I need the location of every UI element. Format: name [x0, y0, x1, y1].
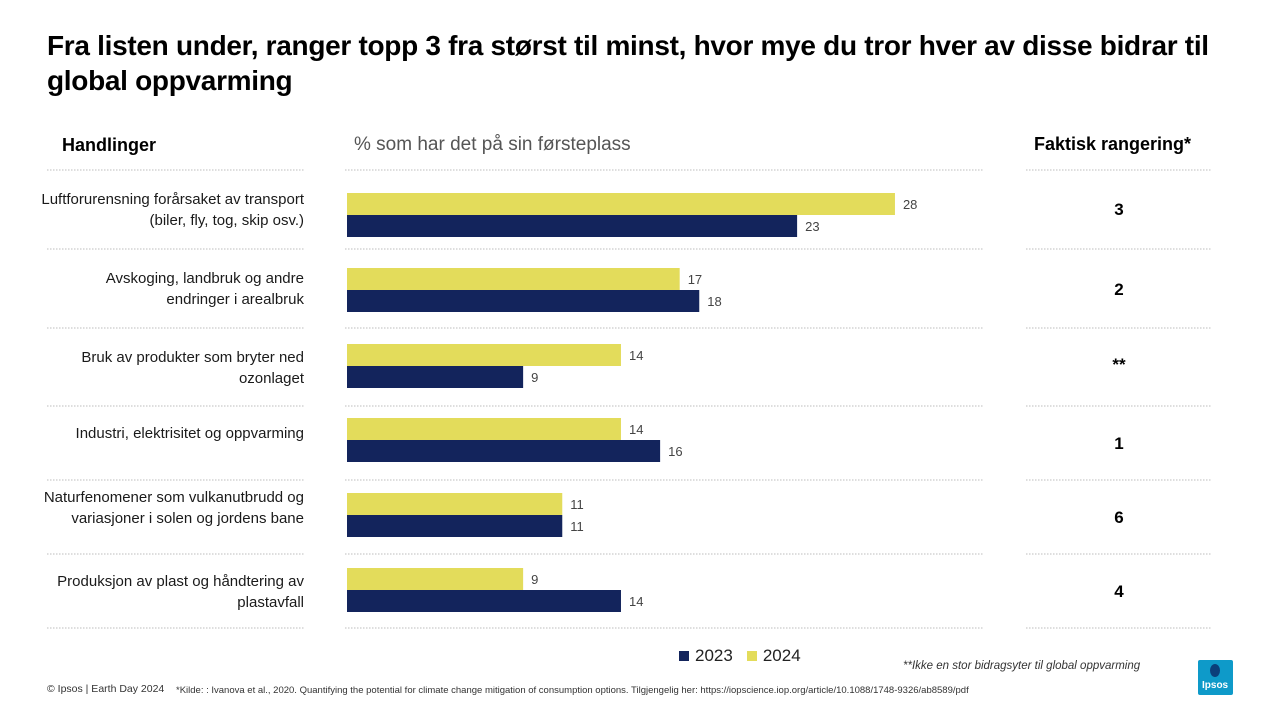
row-label-natural: Naturfenomener som vulkanutbrudd og vari… [43, 489, 304, 527]
bar-2023 [347, 440, 661, 462]
column-header-percent: % som har det på sin førsteplass [354, 134, 631, 155]
row-label-deforestation: Avskoging, landbruk og andre endringer i… [105, 270, 304, 308]
legend-item-2023: 2023 [679, 646, 733, 666]
row-label-industry: Industri, elektrisitet og oppvarming [75, 425, 304, 442]
data-label-2024: 28 [903, 197, 917, 212]
row-label-transport: Luftforurensning forårsaket av transport… [41, 191, 304, 229]
bar-2023 [347, 515, 563, 537]
data-label-2023: 18 [707, 294, 721, 309]
bar-2023 [347, 590, 621, 612]
data-label-2023: 9 [531, 370, 538, 385]
data-label-2024: 14 [629, 348, 643, 363]
data-label-2023: 23 [805, 219, 819, 234]
bar-2024 [347, 268, 680, 290]
legend-swatch-2023 [679, 651, 689, 661]
rank-deforestation: 2 [1114, 280, 1124, 299]
legend: 2023 2024 [679, 646, 815, 666]
bar-2024 [347, 193, 895, 215]
bar-2024 [347, 344, 621, 366]
rank-ozone: ** [1112, 355, 1126, 374]
data-label-2024: 17 [688, 272, 702, 287]
legend-swatch-2024 [746, 651, 757, 661]
rank-industry: 1 [1114, 434, 1124, 453]
data-label-2023: 16 [668, 444, 682, 459]
bar-2024 [347, 568, 524, 590]
column-header-rank: Faktisk rangering* [1034, 134, 1192, 154]
logo-text: Ipsos [1202, 680, 1229, 691]
data-label-2024: 14 [629, 422, 643, 437]
column-header-actions: Handlinger [62, 135, 157, 155]
legend-item-2024: 2024 [746, 646, 801, 666]
bar-2023 [347, 290, 700, 312]
data-label-2024: 11 [570, 497, 584, 512]
row-label-plastic: Produksjon av plast og håndtering av pla… [57, 573, 304, 611]
legend-label-2024: 2024 [762, 646, 801, 665]
rank-footnote: **Ikke en stor bidragsyter til global op… [903, 660, 1141, 672]
data-label-2024: 9 [531, 572, 538, 587]
rank-plastic: 4 [1114, 582, 1124, 601]
row-label-ozone: Bruk av produkter som bryter ned ozonlag… [81, 349, 304, 387]
bar-2023 [347, 366, 524, 388]
rank-transport: 3 [1114, 200, 1124, 219]
chart-title: Fra listen under, ranger topp 3 fra stør… [47, 30, 1209, 96]
data-label-2023: 11 [570, 519, 584, 534]
data-label-2023: 14 [629, 594, 643, 609]
source-note: *Kilde: : Ivanova et al., 2020. Quantify… [176, 685, 969, 696]
bar-2023 [347, 215, 798, 237]
rank-natural: 6 [1114, 508, 1124, 527]
bar-2024 [347, 493, 563, 515]
logo-mark [1210, 664, 1220, 677]
bar-2024 [347, 418, 621, 440]
copyright: © Ipsos | Earth Day 2024 [47, 683, 165, 695]
legend-label-2023: 2023 [695, 646, 733, 665]
ipsos-logo: Ipsos [1198, 660, 1233, 695]
